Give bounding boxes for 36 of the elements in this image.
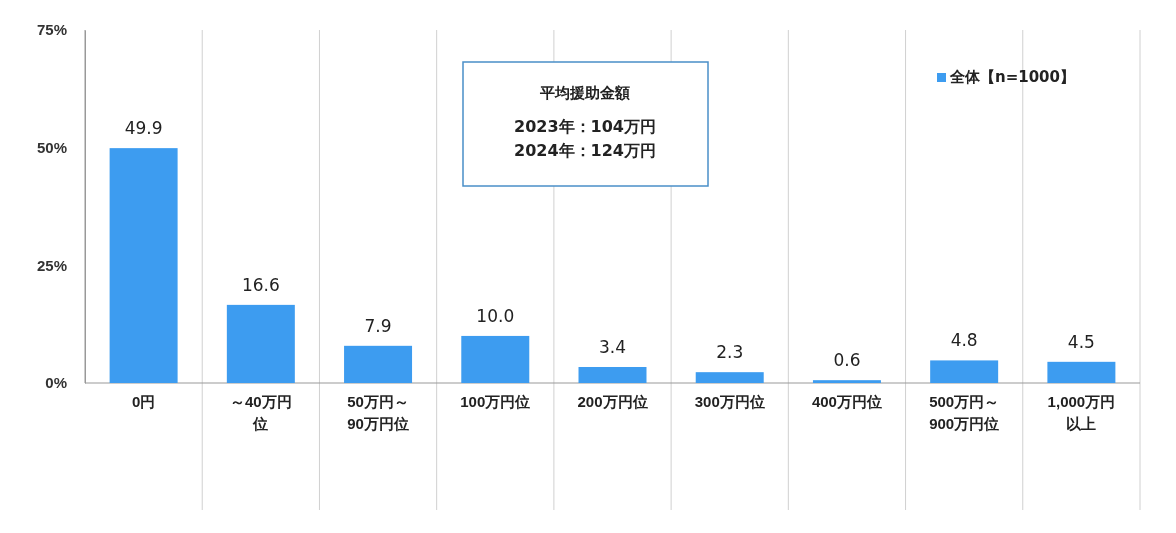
bar	[226, 304, 295, 383]
text: 0.6	[833, 350, 861, 371]
x-tick-label: 500万円～900万円位	[929, 393, 1000, 432]
x-tick-label: 50万円～90万円位	[347, 393, 409, 432]
annotation: 2023年：104万円	[514, 117, 656, 136]
note-box: 平均援助金額 2023年：104万円 2024年：124万円	[462, 61, 709, 187]
x-tick-label: ～40万円位	[229, 393, 292, 432]
x-tick-label: 100万円位	[460, 393, 531, 410]
annotation: 平均援助金額	[539, 84, 630, 102]
annotation: 2024年：124万円	[514, 141, 656, 160]
y-tick-label: 50%	[36, 138, 67, 156]
legend-label: 全体【n=1000】	[949, 68, 1075, 86]
x-tick-label: 0円	[131, 393, 156, 410]
bar	[578, 367, 647, 383]
x-tick-label: 1,000万円以上	[1047, 393, 1116, 432]
text: 10.0	[476, 305, 515, 326]
text: 16.6	[241, 274, 280, 295]
text: 3.4	[598, 337, 627, 357]
bar	[109, 148, 178, 383]
y-tick-label: 75%	[36, 21, 67, 39]
text: 4.5	[1067, 331, 1095, 352]
bar	[695, 372, 764, 383]
x-tick-label: 400万円位	[811, 393, 882, 410]
y-tick-label: 0%	[45, 374, 67, 392]
bar	[461, 335, 530, 383]
bar	[930, 360, 999, 383]
text: 2.3	[716, 342, 744, 363]
text: 49.9	[124, 118, 163, 139]
y-tick-label: 25%	[36, 256, 67, 274]
x-tick-label: 300万円位	[694, 393, 765, 410]
text: 7.9	[364, 315, 392, 336]
bar	[812, 380, 881, 383]
bar	[1047, 361, 1116, 383]
text: 4.8	[950, 330, 978, 351]
bar	[344, 345, 413, 383]
x-tick-label: 200万円位	[577, 393, 648, 410]
